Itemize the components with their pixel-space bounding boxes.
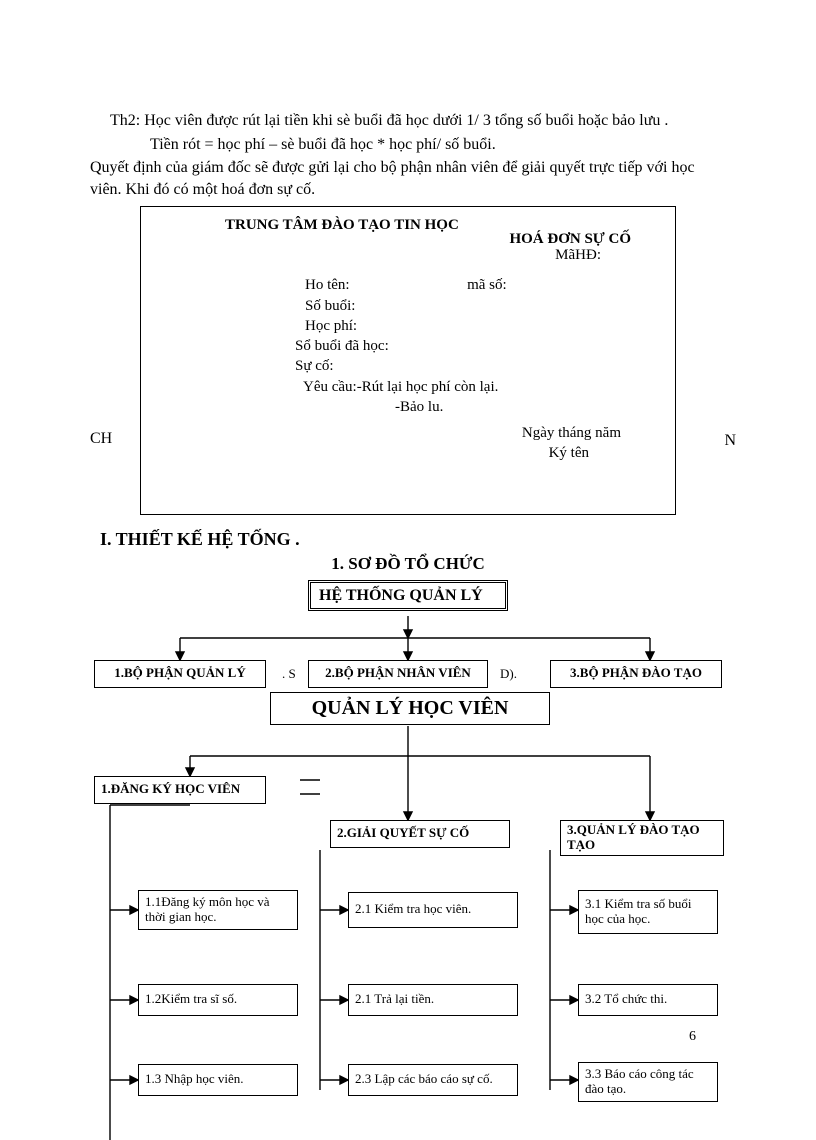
node-3-2: 3.2 Tổ chức thi.	[578, 984, 718, 1016]
invoice-form-box: TRUNG TÂM ĐÀO TẠO TIN HỌC HOÁ ĐƠN SỰ CỐ …	[140, 206, 676, 514]
field-baoluu: -Bảo lu.	[395, 397, 661, 417]
node-root: HỆ THỐNG QUẢN LÝ	[308, 580, 508, 612]
node-3-1: 3.1 Kiểm tra số buổi học của học.	[578, 890, 718, 934]
node-2-1: 2.1 Kiểm tra học viên.	[348, 892, 518, 928]
stray-text-d: D).	[500, 666, 517, 682]
field-suco: Sự cố:	[295, 356, 661, 376]
field-hoten: Ho tên: mã số:	[305, 275, 661, 295]
field-date: Ngày tháng năm	[155, 423, 661, 443]
subheading-diagram: 1. SƠ ĐỒ TỔ CHỨC	[90, 554, 726, 574]
org-chart: HỆ THỐNG QUẢN LÝ 1.BỘ PHẬN QUẢN LÝ . S 2…	[90, 580, 726, 1140]
node-quan-ly-dao-tao: 3.QUẢN LÝ ĐÀO TẠO TẠO	[560, 820, 724, 856]
paragraph-th2: Th2: Học viên được rút lại tiền khi sè b…	[90, 110, 726, 132]
node-1-1: 1.1Đăng ký môn học và thời gian học.	[138, 890, 298, 930]
label-hoten: Ho tên:	[305, 277, 350, 293]
node-quan-ly-hoc-vien: QUẢN LÝ HỌC VIÊN	[270, 692, 550, 725]
form-invoice-code: MãHĐ:	[555, 245, 601, 265]
node-bo-phan-quan-ly: 1.BỘ PHẬN QUẢN LÝ	[94, 660, 266, 688]
node-2-2: 2.1 Trả lại tiền.	[348, 984, 518, 1016]
node-dang-ky-hoc-vien: 1.ĐĂNG KÝ HỌC VIÊN	[94, 776, 266, 804]
form-center-name: TRUNG TÂM ĐÀO TẠO TIN HỌC	[225, 215, 459, 235]
node-1-3: 1.3 Nhập học viên.	[138, 1064, 298, 1096]
node-bo-phan-nhan-vien: 2.BỘ PHẬN NHÂN VIÊN	[308, 660, 488, 688]
field-sign: Ký tên	[155, 443, 661, 463]
node-3-3: 3.3 Báo cáo công tác đào tạo.	[578, 1062, 718, 1102]
label-maso: mã số:	[467, 277, 507, 293]
field-sobuoi: Số buổi:	[305, 296, 661, 316]
background-fragment-ch: CH	[90, 430, 112, 448]
node-bo-phan-dao-tao: 3.BỘ PHẬN ĐÀO TẠO	[550, 660, 722, 688]
node-1-2: 1.2Kiểm tra sĩ số.	[138, 984, 298, 1016]
paragraph-formula: Tiền rót = học phí – sè buổi đã học * họ…	[90, 134, 726, 156]
stray-text-s: . S	[282, 666, 296, 682]
field-hocphi: Học phí:	[305, 316, 661, 336]
field-yeucau: Yêu cầu:-Rút lại học phí còn lại.	[303, 377, 661, 397]
heading-section-i: I. THIẾT KẾ HỆ TỐNG .	[100, 529, 726, 550]
form-title-row: TRUNG TÂM ĐÀO TẠO TIN HỌC HOÁ ĐƠN SỰ CỐ …	[155, 215, 661, 249]
background-fragment-an: N	[724, 432, 736, 450]
node-2-3: 2.3 Lập các báo cáo sự cố.	[348, 1064, 518, 1096]
page-number: 6	[689, 1029, 696, 1045]
node-giai-quyet-su-co: 2.GIẢI QUYẾT SỰ CỐ	[330, 820, 510, 848]
field-sobuoidahoc: Sổ buổi đã học:	[295, 336, 661, 356]
paragraph-decision: Quyết định của giám đốc sẽ được gửi lại …	[90, 157, 726, 200]
